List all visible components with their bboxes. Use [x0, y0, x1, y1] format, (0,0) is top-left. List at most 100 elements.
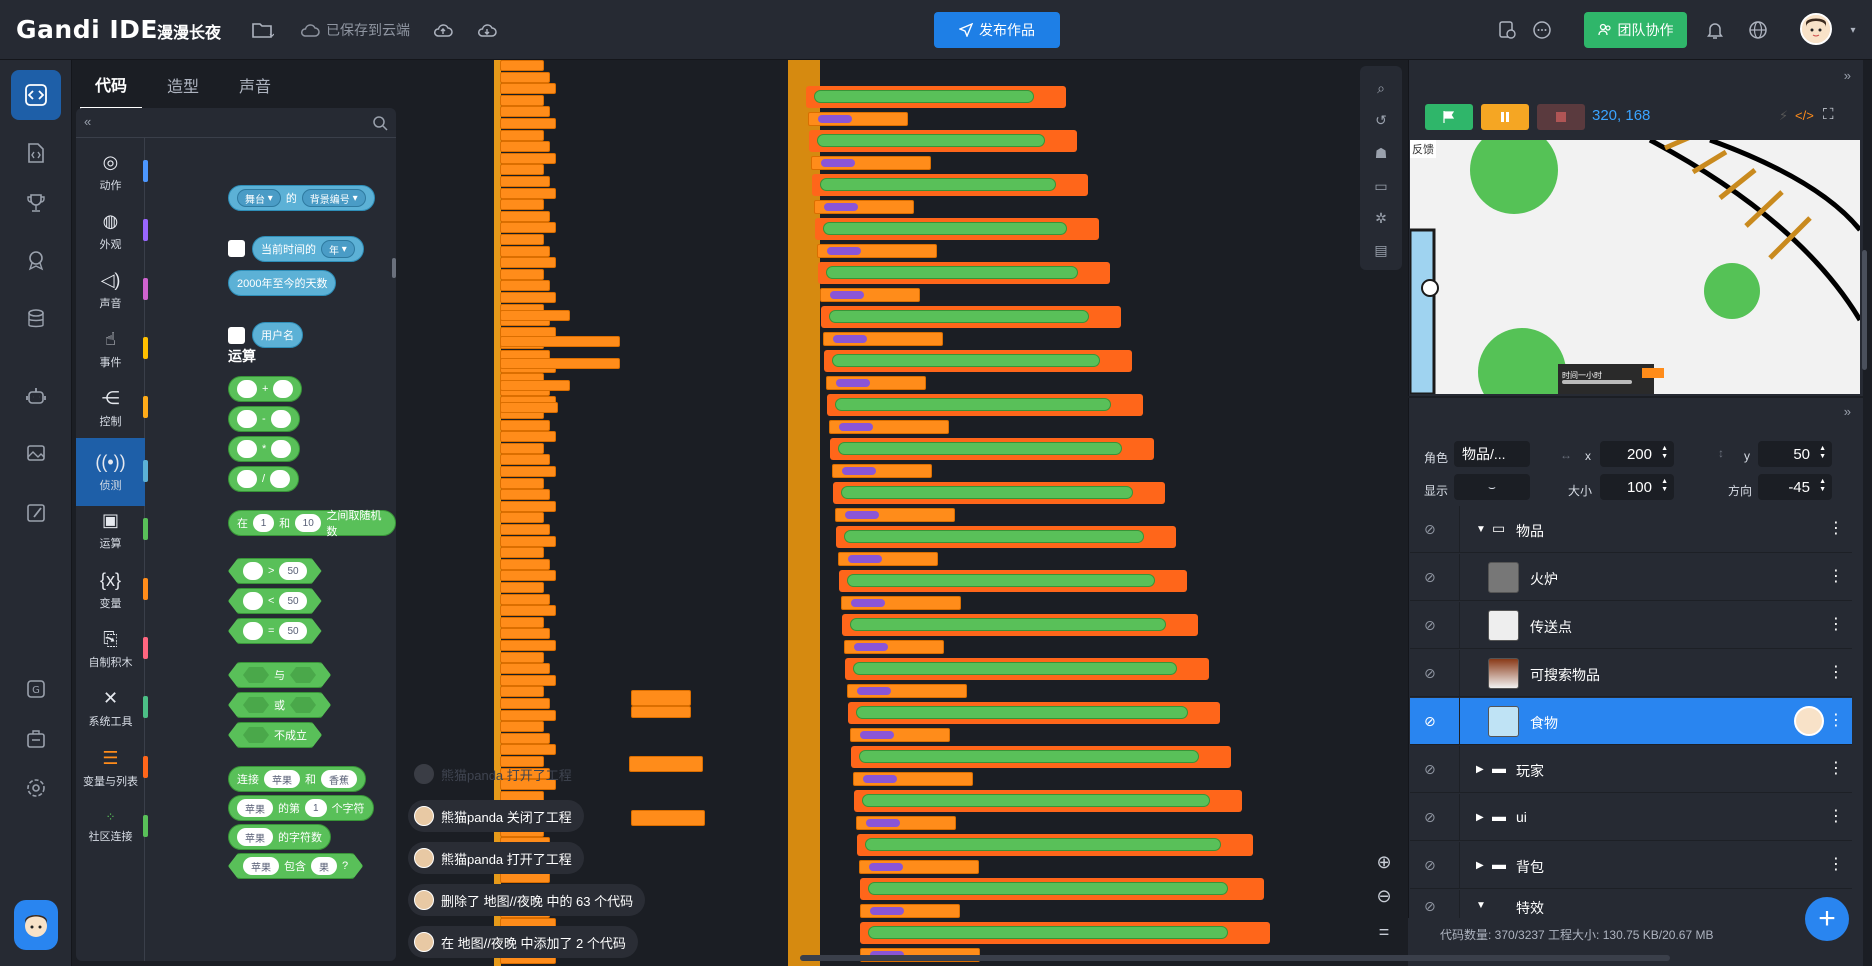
sprite-name-input[interactable]: 物品/...: [1454, 441, 1530, 467]
reporter-block[interactable]: [838, 423, 873, 431]
nav-robot[interactable]: [11, 371, 61, 421]
operator-block[interactable]: [865, 838, 1221, 851]
code-block[interactable]: [500, 94, 544, 106]
code-block[interactable]: [500, 570, 556, 582]
operator-block[interactable]: [817, 134, 1045, 147]
code-block[interactable]: [500, 674, 556, 686]
chat-icon[interactable]: [1529, 18, 1555, 42]
code-block[interactable]: [500, 744, 556, 756]
reporter-block[interactable]: [868, 863, 903, 871]
code-block[interactable]: [500, 268, 544, 280]
sprite-folder-backpack[interactable]: ⊘ ▶ ▬ 背包 ⋮: [1410, 842, 1852, 889]
tab-code[interactable]: 代码: [80, 60, 143, 110]
operand-input[interactable]: [237, 380, 257, 398]
tab-costumes[interactable]: 造型: [167, 79, 200, 96]
block-length-of[interactable]: 苹果 的字符数: [228, 824, 331, 850]
loose-block[interactable]: [631, 690, 691, 706]
sprite-folder-effects[interactable]: ⊘ ▼ 特效: [1410, 890, 1852, 920]
eye-slash-icon[interactable]: ⊘: [1424, 857, 1436, 873]
operand-input[interactable]: [270, 410, 291, 428]
collapse-palette-icon[interactable]: «: [84, 114, 92, 129]
block-multiply[interactable]: *: [228, 436, 301, 462]
sprite-folder-items[interactable]: ⊘ ▼ ▭ 物品 ⋮: [1410, 506, 1852, 553]
code-block[interactable]: [500, 419, 550, 431]
user-avatar[interactable]: [1800, 13, 1832, 45]
category-motion[interactable]: ◎ 动作: [76, 138, 148, 206]
code-block[interactable]: [500, 779, 556, 791]
nav-code-editor[interactable]: [11, 70, 61, 120]
fullscreen-icon[interactable]: ⛶: [1823, 106, 1834, 123]
operand-input[interactable]: [237, 470, 257, 488]
team-collab-button[interactable]: 团队协作: [1584, 12, 1687, 48]
visibility-toggle[interactable]: ⌣: [1454, 474, 1530, 500]
sprite-item[interactable]: ⊘ 传送点 ⋮: [1410, 602, 1852, 649]
eye-slash-icon[interactable]: ⊘: [1424, 898, 1436, 914]
code-block[interactable]: [500, 336, 620, 347]
code-block[interactable]: [500, 141, 550, 153]
reporter-block[interactable]: [841, 467, 876, 475]
code-block[interactable]: [500, 454, 550, 466]
code-block[interactable]: [500, 280, 550, 292]
code-block[interactable]: [500, 628, 550, 640]
code-block[interactable]: [500, 732, 550, 744]
script-stack-left[interactable]: [494, 60, 501, 966]
operand-input[interactable]: [273, 380, 294, 398]
reporter-block[interactable]: [853, 643, 888, 651]
time-unit-dropdown[interactable]: 年 ▾: [321, 240, 355, 258]
sprite-item-selected[interactable]: ⊘ 食物 ⋮: [1410, 698, 1852, 745]
eye-slash-icon[interactable]: ⊘: [1424, 665, 1436, 681]
current-time-checkbox[interactable]: [228, 240, 245, 257]
flyout-scrollbar[interactable]: [392, 258, 396, 278]
bool-slot[interactable]: [243, 667, 269, 683]
nav-assistant-avatar[interactable]: [14, 900, 58, 950]
block-or[interactable]: 或: [228, 692, 331, 718]
reporter-block[interactable]: [817, 115, 852, 123]
operator-block[interactable]: [856, 706, 1188, 719]
code-block[interactable]: [500, 651, 544, 663]
reporter-block[interactable]: [859, 731, 894, 739]
reporter-block[interactable]: [835, 379, 870, 387]
nav-database[interactable]: [11, 294, 61, 344]
more-options-icon[interactable]: ⋮: [1828, 856, 1844, 873]
block-username[interactable]: 用户名: [252, 322, 303, 348]
feedback-label[interactable]: 反馈: [1410, 140, 1436, 158]
reporter-block[interactable]: [862, 775, 897, 783]
expand-sprite-panel-icon[interactable]: »: [1843, 404, 1851, 419]
more-options-icon[interactable]: ⋮: [1828, 568, 1844, 585]
search-code-icon[interactable]: ⌕: [1377, 79, 1385, 96]
terminal-icon[interactable]: ▭: [1374, 177, 1388, 194]
block-stage-backdrop-number[interactable]: 舞台 ▾ 的 背景编号 ▾: [228, 185, 375, 211]
category-sensing[interactable]: ((•)) 侦测: [76, 438, 148, 506]
operator-block[interactable]: [838, 442, 1122, 455]
code-block[interactable]: [500, 663, 550, 675]
code-block[interactable]: [500, 524, 550, 535]
code-block[interactable]: [500, 616, 544, 628]
operand-input[interactable]: [237, 410, 257, 428]
code-block[interactable]: [500, 698, 550, 709]
loose-block[interactable]: [631, 810, 705, 826]
loose-block[interactable]: [629, 756, 703, 772]
caret-down-icon[interactable]: ▼: [1476, 524, 1486, 535]
robot-tool-icon[interactable]: ☗: [1374, 144, 1388, 161]
block-not[interactable]: 不成立: [228, 722, 322, 748]
operand-input[interactable]: 50: [279, 622, 306, 640]
reporter-block[interactable]: [865, 819, 900, 827]
reporter-block[interactable]: [850, 599, 885, 607]
nav-extensions[interactable]: [11, 128, 61, 178]
code-block[interactable]: [500, 442, 544, 454]
right-scrollbar[interactable]: [1862, 250, 1867, 370]
nav-trophy[interactable]: [11, 178, 61, 228]
operator-block[interactable]: [826, 266, 1078, 279]
code-block[interactable]: [500, 257, 556, 269]
code-block[interactable]: [500, 222, 556, 234]
reporter-block[interactable]: [826, 247, 861, 255]
eye-slash-icon[interactable]: ⊘: [1424, 761, 1436, 777]
number-input[interactable]: 1: [305, 799, 327, 817]
code-block[interactable]: [500, 129, 544, 141]
nav-settings[interactable]: [11, 763, 61, 813]
block-equals[interactable]: = 50: [228, 618, 322, 644]
string-input[interactable]: 果: [311, 857, 337, 875]
string-input[interactable]: 苹果: [264, 770, 300, 788]
category-vars-lists[interactable]: ☰ 变量与列表: [76, 734, 148, 802]
bell-icon[interactable]: [1702, 18, 1728, 42]
